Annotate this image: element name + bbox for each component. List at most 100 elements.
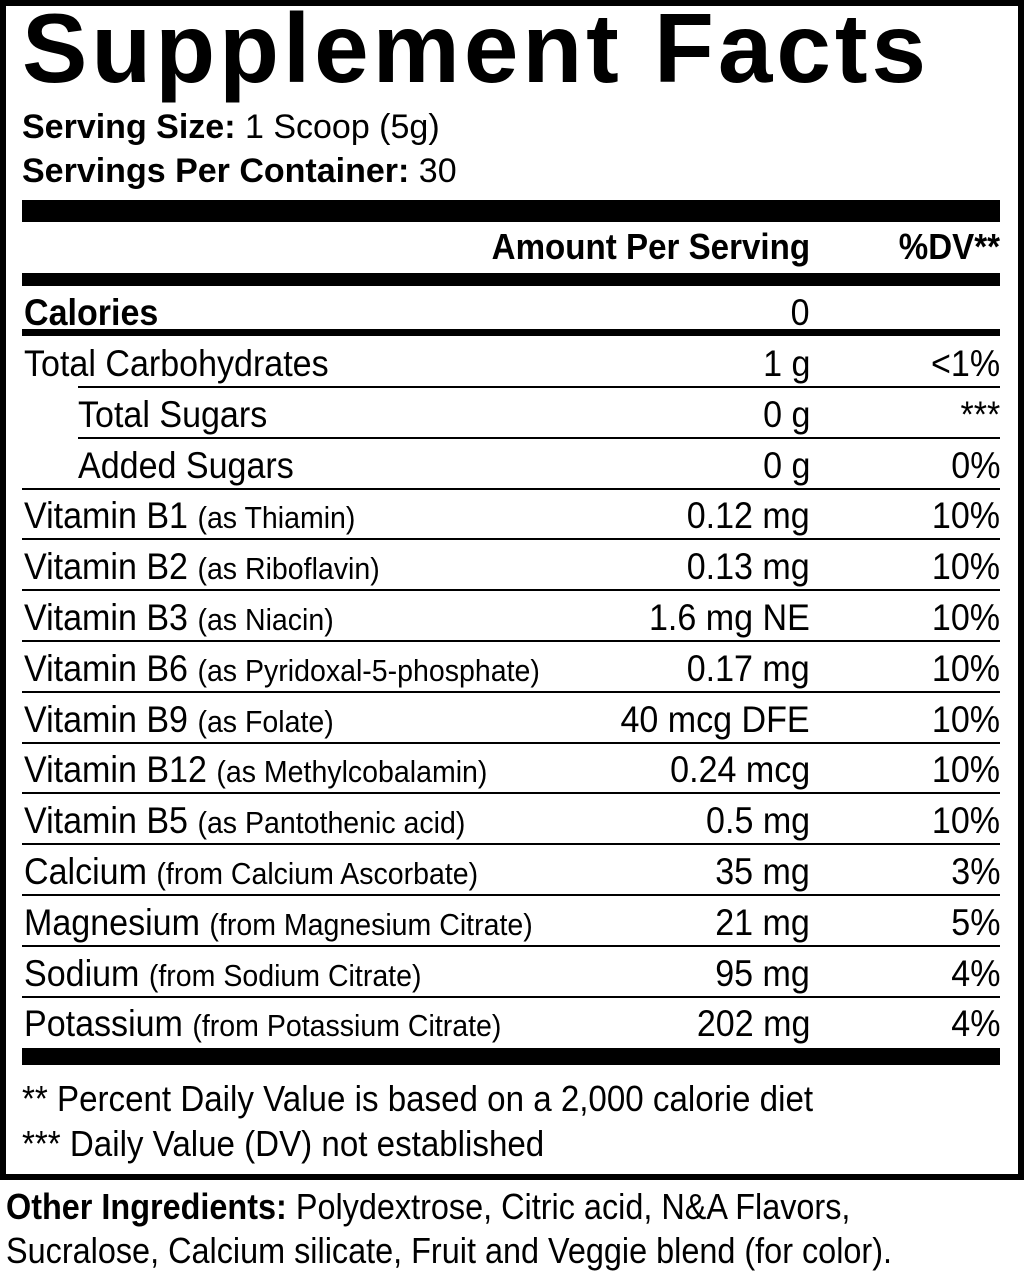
- nutrient-amount: 0.24 mcg: [669, 749, 810, 791]
- nutrient-amount: 0.12 mg: [686, 495, 810, 537]
- calories-divider: [22, 329, 1000, 336]
- nutrient-name-text: Vitamin B2: [24, 546, 188, 588]
- dv-header: %DV**: [898, 226, 1000, 267]
- medium-divider: [22, 273, 1000, 286]
- nutrient-name: Vitamin B1 (as Thiamin): [24, 495, 355, 537]
- nutrient-name: Potassium (from Potassium Citrate): [24, 1003, 501, 1045]
- nutrient-row: Total Sugars 0 g ***: [22, 388, 1000, 439]
- row-divider: [22, 589, 1000, 592]
- amount-per-serving-header: Amount Per Serving: [491, 226, 810, 267]
- nutrient-row: Sodium (from Sodium Citrate) 95 mg 4%: [22, 947, 1000, 998]
- serving-size-value: 1 Scoop (5g): [244, 108, 440, 146]
- nutrient-dv: ***: [960, 393, 1000, 435]
- row-divider: [22, 894, 1000, 896]
- nutrient-source: (as Methylcobalamin): [216, 754, 488, 790]
- nutrient-amount: 0 g: [762, 393, 810, 435]
- row-divider: [78, 436, 1000, 439]
- nutrient-amount: 202 mg: [696, 1003, 810, 1045]
- nutrient-amount: 1.6 mg NE: [649, 597, 810, 638]
- panel-title: Supplement Facts: [22, 0, 931, 103]
- nutrient-source: (from Calcium Ascorbate): [156, 856, 479, 891]
- row-divider: [22, 792, 1000, 795]
- nutrient-name-text: Magnesium: [24, 901, 200, 943]
- nutrient-name: Calcium (from Calcium Ascorbate): [24, 851, 478, 893]
- footnote-not-established: *** Daily Value (DV) not established: [22, 1123, 545, 1164]
- nutrient-name: Vitamin B12 (as Methylcobalamin): [24, 749, 487, 791]
- nutrient-source: (from Potassium Citrate): [192, 1008, 502, 1044]
- nutrient-row: Total Carbohydrates 1 g <1%: [22, 337, 1000, 388]
- row-divider: [22, 741, 1000, 744]
- nutrient-name: Sodium (from Sodium Citrate): [24, 953, 421, 995]
- nutrient-dv: 10%: [931, 546, 1000, 588]
- nutrient-name: Total Sugars: [78, 394, 267, 436]
- row-divider: [22, 690, 1000, 693]
- other-ingredients-text: Polydextrose, Citric acid, N&A Flavors,: [295, 1186, 851, 1227]
- other-ingredients-line1: Other Ingredients: Polydextrose, Citric …: [6, 1186, 850, 1228]
- row-divider: [78, 386, 1000, 388]
- nutrient-row: Vitamin B12 (as Methylcobalamin) 0.24 mcg…: [22, 743, 1000, 795]
- nutrient-name-text: Sodium: [24, 952, 140, 994]
- row-divider: [22, 487, 1000, 490]
- nutrient-amount: 0 g: [762, 444, 810, 486]
- nutrient-source: (as Pantothenic acid): [197, 805, 466, 841]
- nutrient-row: Vitamin B2 (as Riboflavin) 0.13 mg 10%: [22, 540, 1000, 592]
- nutrient-source: (as Niacin): [197, 602, 334, 637]
- supplement-facts-panel: [0, 0, 1024, 1180]
- nutrient-row: Vitamin B3 (as Niacin) 1.6 mg NE 10%: [22, 591, 1000, 642]
- nutrient-name-text: Total Carbohydrates: [24, 343, 329, 384]
- nutrient-name: Total Carbohydrates: [24, 343, 329, 385]
- nutrient-row: Vitamin B9 (as Folate) 40 mcg DFE 10%: [22, 693, 1000, 744]
- nutrient-source: (as Riboflavin): [197, 551, 380, 587]
- nutrient-dv: 5%: [950, 901, 1000, 943]
- bottom-divider: [22, 1048, 1000, 1065]
- serving-size-label: Serving Size:: [22, 108, 236, 146]
- nutrient-name-text: Calcium: [24, 851, 147, 892]
- nutrient-name: Vitamin B2 (as Riboflavin): [24, 546, 380, 588]
- nutrient-name: Vitamin B6 (as Pyridoxal-5-phosphate): [24, 648, 540, 690]
- nutrient-dv: 10%: [931, 749, 1000, 791]
- nutrient-amount: 21 mg: [715, 901, 810, 943]
- row-divider: [22, 944, 1000, 947]
- other-ingredients-label: Other Ingredients:: [6, 1186, 287, 1227]
- nutrient-name: Vitamin B3 (as Niacin): [24, 597, 334, 639]
- nutrient-source: (as Thiamin): [197, 500, 356, 536]
- nutrient-name-text: Vitamin B1: [24, 495, 188, 537]
- nutrient-name-text: Vitamin B12: [24, 749, 207, 791]
- row-divider: [22, 995, 1000, 998]
- servings-per-container: Servings Per Container: 30: [22, 152, 457, 191]
- calories-label: Calories: [24, 292, 159, 333]
- nutrient-dv: 10%: [931, 495, 1000, 537]
- row-divider: [22, 843, 1000, 846]
- nutrient-amount: 0.17 mg: [686, 647, 810, 689]
- nutrient-dv: 10%: [931, 597, 1000, 638]
- nutrient-row: Calcium (from Calcium Ascorbate) 35 mg 3%: [22, 845, 1000, 896]
- nutrient-name-text: Vitamin B3: [24, 597, 188, 638]
- nutrient-name: Vitamin B5 (as Pantothenic acid): [24, 800, 465, 842]
- servings-per-container-label: Servings Per Container:: [22, 152, 410, 190]
- nutrient-dv: <1%: [930, 343, 1000, 384]
- nutrient-dv: 10%: [931, 647, 1000, 689]
- nutrient-name-text: Added Sugars: [78, 444, 294, 486]
- nutrient-dv: 4%: [950, 1003, 1000, 1045]
- nutrient-source: (from Magnesium Citrate): [209, 906, 533, 942]
- nutrient-source: (as Pyridoxal-5-phosphate): [197, 652, 540, 688]
- nutrient-source: (as Folate): [197, 703, 334, 739]
- nutrient-name-text: Total Sugars: [78, 393, 268, 435]
- nutrient-dv: 10%: [931, 800, 1000, 842]
- nutrient-row: Vitamin B5 (as Pantothenic acid) 0.5 mg 10…: [22, 794, 1000, 846]
- nutrient-amount: 95 mg: [715, 952, 810, 994]
- nutrient-name-text: Vitamin B5: [24, 800, 188, 842]
- nutrient-name: Added Sugars: [78, 445, 294, 487]
- nutrient-row: Magnesium (from Magnesium Citrate) 21 mg 5…: [22, 896, 1000, 947]
- nutrient-amount: 35 mg: [715, 851, 810, 892]
- nutrient-row: Vitamin B6 (as Pyridoxal-5-phosphate) 0.1…: [22, 642, 1000, 693]
- nutrient-dv: 4%: [950, 952, 1000, 994]
- nutrient-name: Vitamin B9 (as Folate): [24, 699, 334, 741]
- nutrient-name-text: Vitamin B6: [24, 647, 188, 689]
- calories-row: Calories 0: [22, 286, 1000, 333]
- row-divider: [22, 640, 1000, 642]
- nutrient-amount: 0.5 mg: [705, 800, 810, 842]
- row-divider: [22, 538, 1000, 541]
- nutrient-amount: 0.13 mg: [686, 546, 810, 588]
- nutrient-name-text: Vitamin B9: [24, 698, 188, 740]
